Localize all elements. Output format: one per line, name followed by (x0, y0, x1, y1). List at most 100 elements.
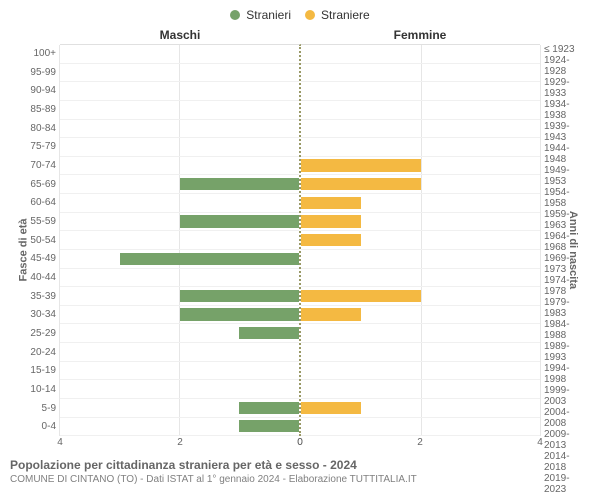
y-tick-birth: 1959-1963 (540, 209, 590, 231)
y-tick-birth: 1989-1993 (540, 341, 590, 363)
y-tick-age: 75-79 (10, 137, 60, 156)
chart-container: Stranieri Straniere Maschi Femmine Fasce… (0, 0, 600, 500)
bar-male (120, 253, 299, 265)
y-tick-age: 70-74 (10, 156, 60, 175)
y-tick-birth: 1984-1988 (540, 319, 590, 341)
band (301, 418, 540, 437)
y-tick-birth: 1929-1933 (540, 77, 590, 99)
bars-right (301, 44, 540, 436)
band (301, 82, 540, 101)
y-tick-age: 20-24 (10, 343, 60, 362)
band (301, 250, 540, 269)
band (60, 231, 299, 250)
y-tick-birth: 1969-1973 (540, 253, 590, 275)
band (301, 64, 540, 83)
band (60, 45, 299, 64)
y-tick-age: 5-9 (10, 399, 60, 418)
y-tick-age: 100+ (10, 44, 60, 63)
y-tick-age: 25-29 (10, 324, 60, 343)
bar-female (301, 178, 421, 190)
header-right: Femmine (300, 28, 540, 42)
band (60, 250, 299, 269)
legend-item-straniere: Straniere (305, 8, 370, 22)
x-tick: 2 (417, 437, 423, 448)
legend-label-stranieri: Stranieri (246, 8, 291, 22)
y-tick-age: 0-4 (10, 417, 60, 436)
bar-female (301, 197, 361, 209)
band (60, 64, 299, 83)
y-tick-age: 85-89 (10, 100, 60, 119)
band (60, 362, 299, 381)
band (60, 120, 299, 139)
y-tick-birth: 1999-2003 (540, 385, 590, 407)
bar-male (180, 215, 300, 227)
y-axis-left-title: Fasce di età (17, 219, 29, 282)
y-tick-birth: 1944-1948 (540, 143, 590, 165)
bar-male (180, 290, 300, 302)
band (301, 362, 540, 381)
band (60, 175, 299, 194)
y-tick-age: 95-99 (10, 63, 60, 82)
gridline (540, 45, 541, 436)
x-tick: 2 (177, 437, 183, 448)
plot-area: Fasce di età Anni di nascita 100+95-9990… (10, 44, 590, 436)
bar-male (239, 420, 299, 432)
y-tick-birth: 1934-1938 (540, 99, 590, 121)
y-tick-age: 60-64 (10, 193, 60, 212)
column-headers: Maschi Femmine (10, 28, 590, 42)
band (60, 101, 299, 120)
legend-swatch-straniere (305, 10, 315, 20)
bar-male (180, 308, 300, 320)
band (301, 287, 540, 306)
legend-swatch-stranieri (230, 10, 240, 20)
y-tick-birth: 2004-2008 (540, 407, 590, 429)
band (60, 213, 299, 232)
chart-title: Popolazione per cittadinanza straniera p… (10, 458, 590, 472)
y-tick-birth: 1974-1978 (540, 275, 590, 297)
band (60, 418, 299, 437)
band (301, 269, 540, 288)
band (301, 380, 540, 399)
bar-female (301, 215, 361, 227)
y-tick-birth: ≤ 1923 (540, 44, 590, 55)
band (301, 45, 540, 64)
band (60, 306, 299, 325)
x-tick: 4 (537, 437, 543, 448)
y-axis-right: ≤ 19231924-19281929-19331934-19381939-19… (540, 44, 590, 436)
band (60, 380, 299, 399)
y-tick-birth: 1949-1953 (540, 165, 590, 187)
y-tick-age: 35-39 (10, 287, 60, 306)
legend-label-straniere: Straniere (321, 8, 370, 22)
y-axis-right-title: Anni di nascita (567, 211, 579, 289)
bars-left (60, 44, 301, 436)
band (301, 231, 540, 250)
bar-male (239, 327, 299, 339)
band (301, 343, 540, 362)
x-tick: 4 (57, 437, 63, 448)
band (60, 269, 299, 288)
band (60, 157, 299, 176)
y-tick-birth: 1924-1928 (540, 55, 590, 77)
band (301, 138, 540, 157)
y-tick-age: 90-94 (10, 81, 60, 100)
band (301, 324, 540, 343)
bar-female (301, 159, 421, 171)
bar-female (301, 308, 361, 320)
band (301, 399, 540, 418)
y-tick-age: 10-14 (10, 380, 60, 399)
band (60, 82, 299, 101)
band (301, 306, 540, 325)
x-axis-right: 024 (300, 436, 540, 452)
bars-region (60, 44, 540, 436)
y-tick-age: 15-19 (10, 361, 60, 380)
y-tick-age: 30-34 (10, 305, 60, 324)
y-tick-birth: 1939-1943 (540, 121, 590, 143)
bar-female (301, 290, 421, 302)
band (301, 120, 540, 139)
band (301, 175, 540, 194)
legend: Stranieri Straniere (10, 6, 590, 24)
header-left: Maschi (60, 28, 300, 42)
y-tick-birth: 2014-2018 (540, 451, 590, 473)
y-tick-age: 80-84 (10, 119, 60, 138)
y-tick-birth: 1954-1958 (540, 187, 590, 209)
